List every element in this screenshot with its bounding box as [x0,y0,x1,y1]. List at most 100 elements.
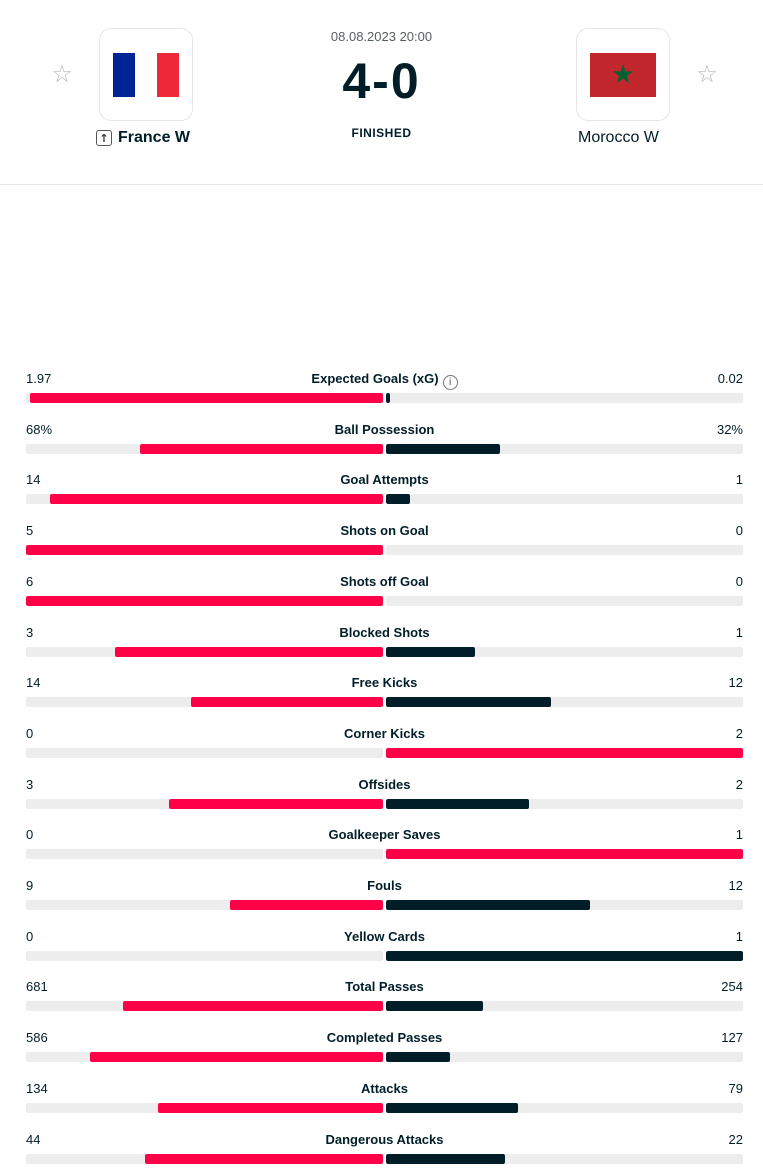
stat-label-line: 3 Offsides 2 [26,775,743,795]
away-team-logo[interactable]: ★ [576,28,670,121]
stat-away-value: 1 [735,827,743,843]
stat-name-label: Corner Kicks [344,725,425,741]
stat-away-value: 0 [735,573,743,589]
favorite-away-star-icon[interactable]: ☆ [696,60,718,88]
stat-row: 44 Dangerous Attacks 22 [26,1130,743,1170]
stat-away-bar [386,646,476,657]
stat-label-line: 3 Blocked Shots 1 [26,623,743,643]
stat-row: 681 Total Passes 254 [26,977,743,1017]
morocco-flag-icon: ★ [590,53,656,97]
stat-name-label: Attacks [361,1080,408,1096]
stat-home-bar-track [26,494,383,505]
stat-name: Total Passes [26,977,743,997]
stat-label-line: 681 Total Passes 254 [26,977,743,997]
stat-away-bar [386,494,410,505]
stat-home-bar [115,646,383,657]
home-team-name[interactable]: ↑ France W [96,128,190,148]
stat-away-bar-track [386,1153,743,1164]
stat-away-bar-track [386,900,743,910]
stat-home-bar [29,393,383,403]
stat-name-label: Shots on Goal [340,523,429,539]
stat-away-bar [386,849,743,860]
stat-away-bar-track [386,849,743,860]
stat-row: 3 Offsides 2 [26,775,743,815]
stat-name: Shots on Goal [26,521,743,541]
stat-away-value: 127 [721,1030,743,1046]
stat-home-value: 0 [26,725,34,741]
stat-name-label: Total Passes [345,979,424,995]
stat-home-bar-track [26,595,383,606]
stat-name: Ball Possession [26,420,743,440]
arrow-up-icon: ↑ [96,130,112,146]
stat-row: 134 Attacks 79 [26,1079,743,1119]
stat-away-bar [386,1153,505,1164]
stat-away-bar [386,393,390,403]
stat-label-line: 14 Free Kicks 12 [26,673,743,693]
france-flag-icon [113,53,179,97]
stat-home-bar-track [26,1102,383,1113]
stat-away-bar [386,697,551,708]
stat-name-label: Blocked Shots [339,624,430,640]
stat-away-value: 22 [728,1131,743,1147]
stat-name: Shots off Goal [26,572,743,592]
stat-label-line: 0 Yellow Cards 1 [26,927,743,947]
stat-name-label: Goal Attempts [340,472,429,488]
stat-name: Blocked Shots [26,623,743,643]
stat-home-value: 0 [26,827,34,843]
stat-home-bar [49,494,383,505]
stat-name: Completed Passes [26,1028,743,1048]
stat-away-value: 12 [728,878,743,893]
stat-home-bar-track [26,849,383,860]
stat-row: 3 Blocked Shots 1 [26,623,743,663]
stat-label-line: 9 Fouls 12 [26,876,743,896]
stat-away-bar-track [386,393,743,403]
stat-away-bar [386,1001,483,1012]
stat-name-label: Goalkeeper Saves [328,827,441,843]
stat-name: Expected Goals (xG) i [26,369,743,390]
stat-home-bar-track [26,1153,383,1164]
favorite-home-star-icon[interactable]: ☆ [51,60,73,88]
stat-away-bar-track [386,545,743,556]
stat-row: 6 Shots off Goal 0 [26,572,743,612]
stat-label-line: 0 Goalkeeper Saves 1 [26,825,743,845]
match-score: 4-0 [342,53,421,109]
stat-name-label: Shots off Goal [340,573,429,589]
info-icon[interactable]: i [442,375,458,390]
match-status: FINISHED [351,126,412,140]
stat-away-bar [386,900,590,910]
stat-away-value: 1 [735,472,743,488]
match-datetime: 08.08.2023 20:00 [330,29,433,44]
stat-home-value: 586 [26,1030,48,1046]
stat-home-value: 14 [26,472,41,488]
stat-row: 5 Shots on Goal 0 [26,521,743,561]
stat-row: 0 Goalkeeper Saves 1 [26,825,743,865]
stat-name-label: Completed Passes [326,1030,443,1046]
stat-away-value: 1 [735,928,743,944]
stat-away-value: 254 [721,979,743,995]
stat-home-bar [230,900,383,910]
stat-home-bar-track [26,545,383,556]
stat-home-bar-track [26,697,383,708]
stat-name: Offsides [26,775,743,795]
stat-name-label: Free Kicks [351,675,418,691]
stat-name-label: Expected Goals (xG) [311,371,439,386]
stat-name-label: Offsides [358,776,411,792]
stat-row: 14 Goal Attempts 1 [26,470,743,510]
stat-row: 1.97 Expected Goals (xG) i 0.02 [26,369,743,409]
stat-row: 9 Fouls 12 [26,876,743,916]
stat-name: Goalkeeper Saves [26,825,743,845]
stat-home-bar [145,1153,383,1164]
stat-away-value: 12 [728,675,743,691]
stat-home-bar [158,1102,383,1113]
stat-away-bar-track [386,747,743,758]
home-team-logo[interactable] [99,28,193,121]
stat-row: 14 Free Kicks 12 [26,673,743,713]
stat-home-bar [122,1001,383,1012]
stat-away-bar [386,798,529,809]
away-team-name[interactable]: Morocco W [578,129,659,146]
stat-away-bar-track [386,697,743,708]
stat-away-value: 32% [716,421,743,437]
stat-name: Dangerous Attacks [26,1130,743,1150]
stat-away-bar [386,1102,519,1113]
stat-home-value: 68% [26,421,53,437]
